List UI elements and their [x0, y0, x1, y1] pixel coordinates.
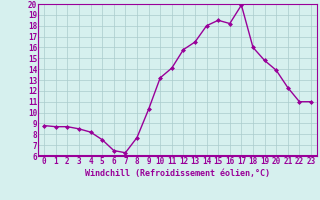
X-axis label: Windchill (Refroidissement éolien,°C): Windchill (Refroidissement éolien,°C) — [85, 169, 270, 178]
